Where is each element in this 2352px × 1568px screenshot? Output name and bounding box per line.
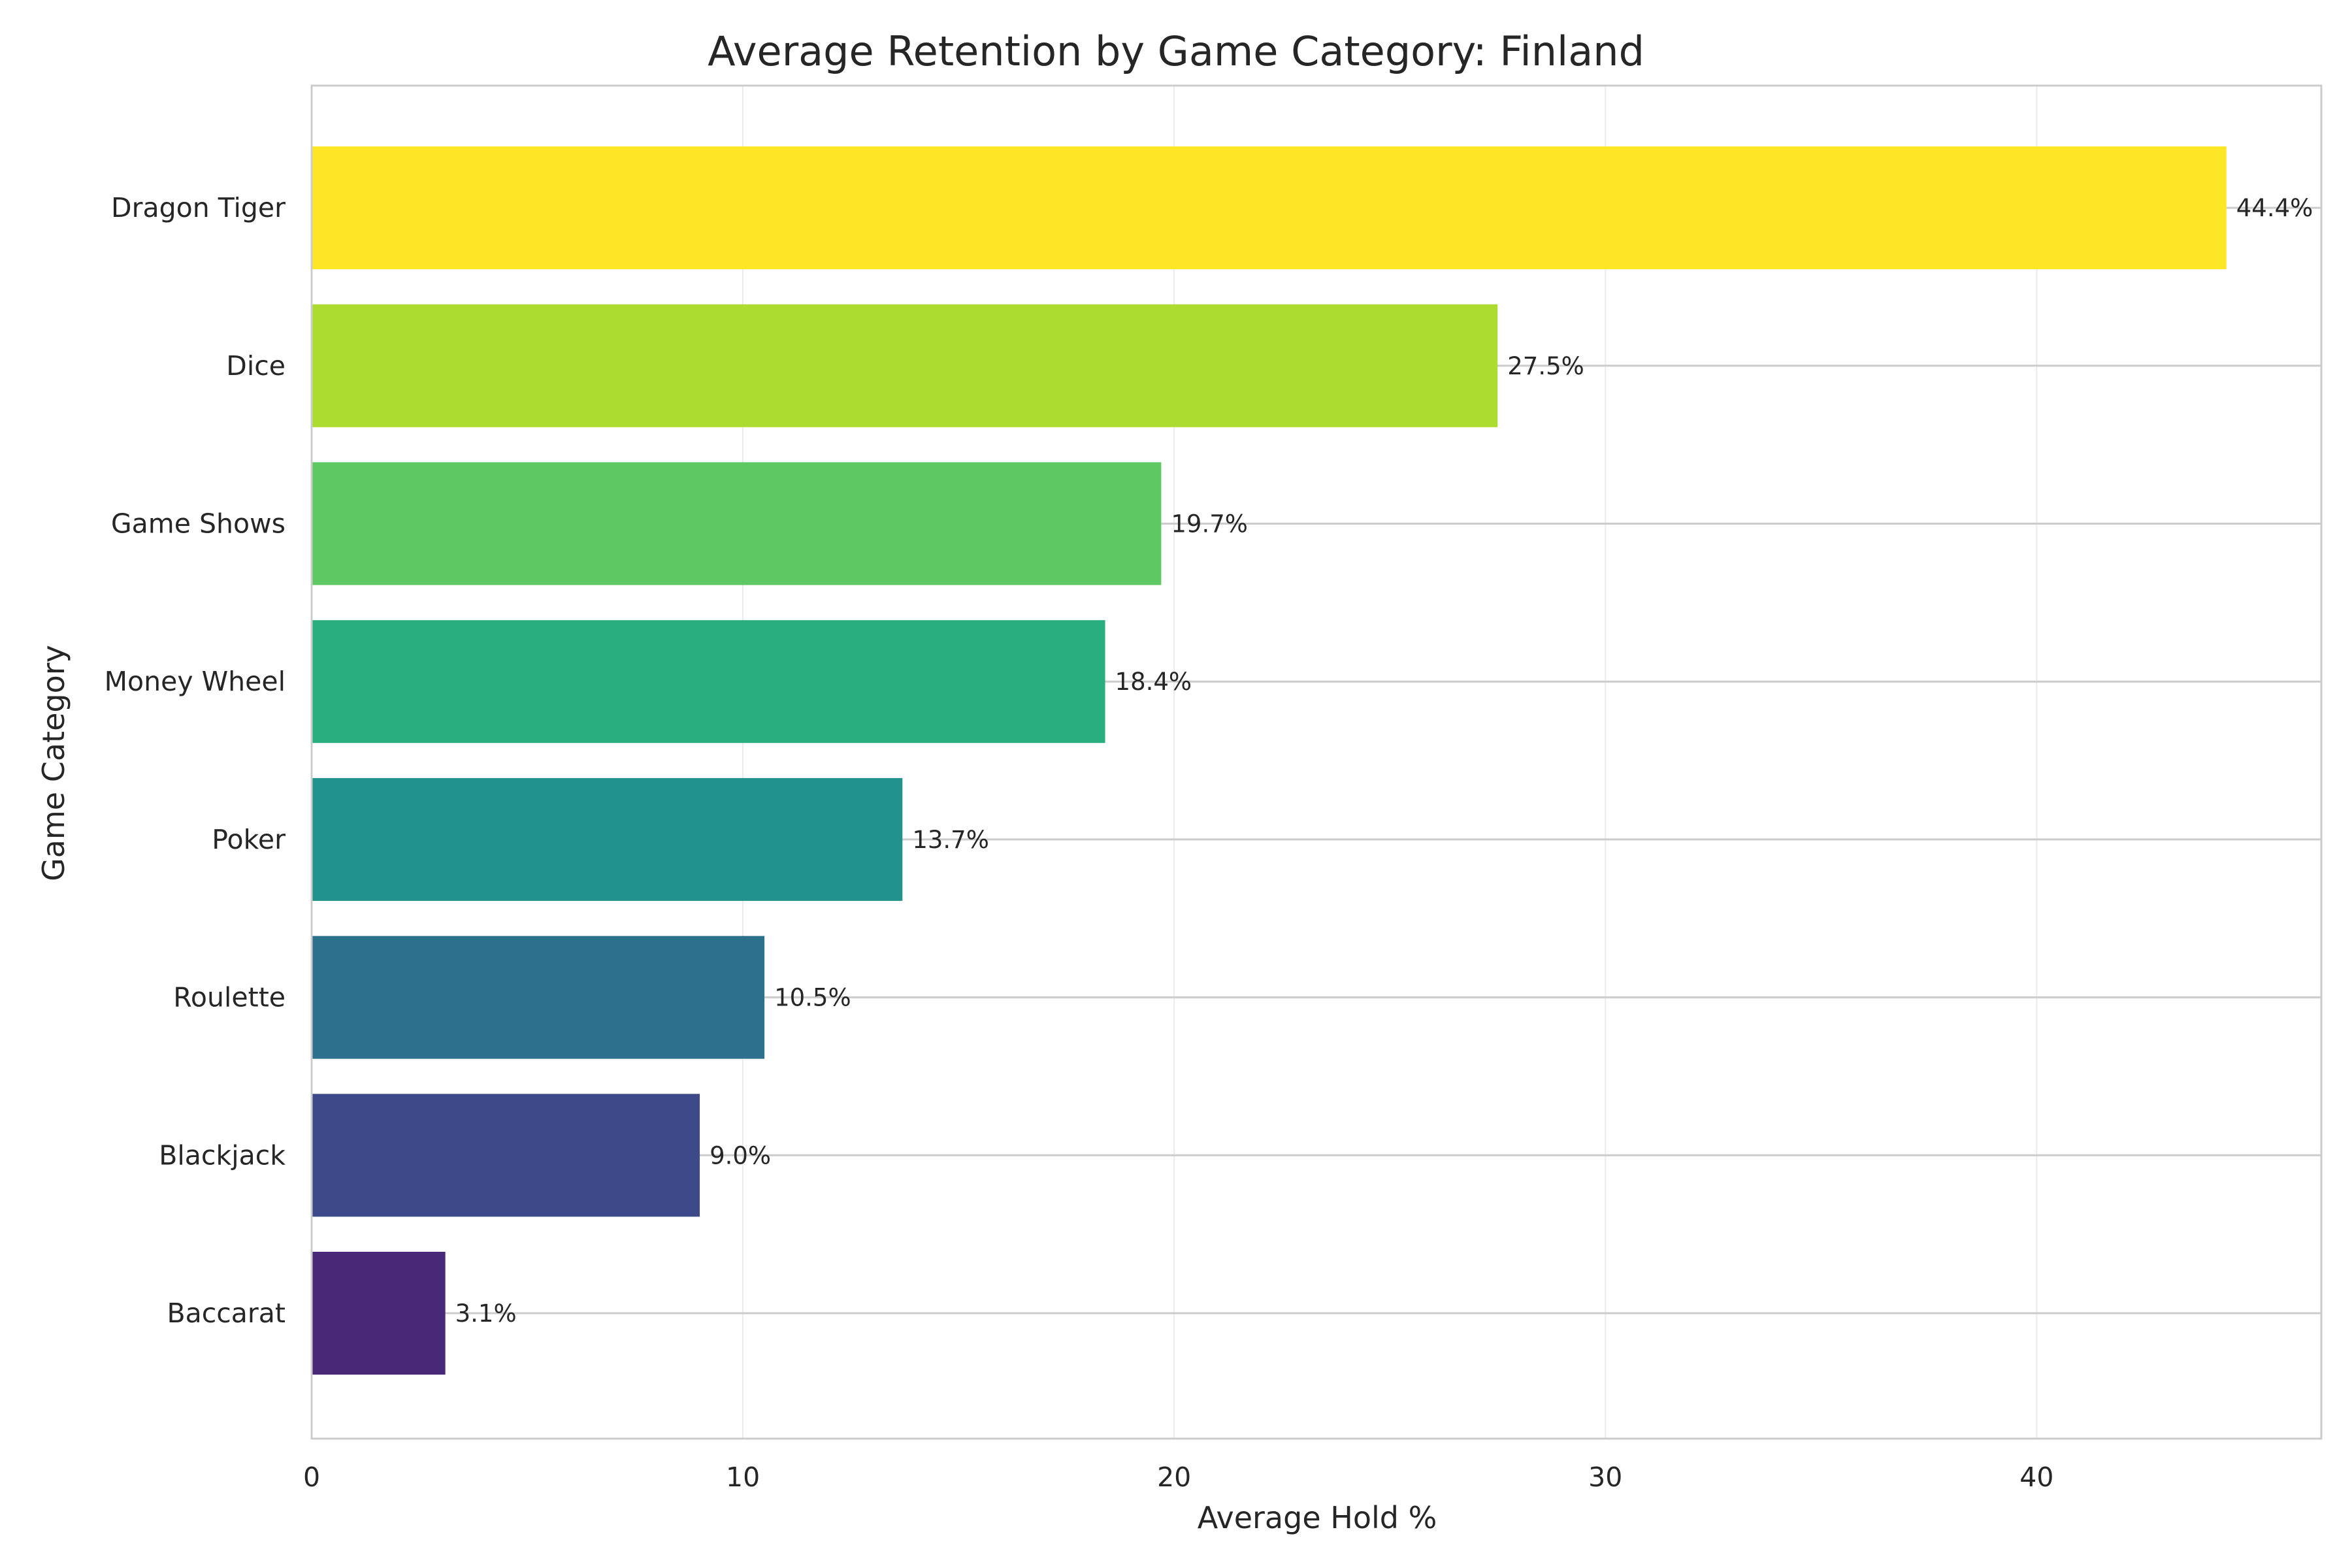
bar-money-wheel xyxy=(312,620,1105,743)
y-tick-labels: Baccarat Blackjack Roulette Poker Money Whee… xyxy=(105,192,286,1329)
x-tick-labels: 0 10 20 30 40 xyxy=(303,1462,2053,1493)
bar-dice xyxy=(312,304,1498,427)
x-tick-label: 0 xyxy=(303,1462,320,1493)
x-axis-label: Average Hold % xyxy=(1198,1500,1437,1535)
bar-value-label: 18.4% xyxy=(1115,668,1192,696)
bar-value-label: 13.7% xyxy=(912,826,989,854)
y-axis-label: Game Category xyxy=(36,645,71,881)
x-tick-label: 40 xyxy=(2019,1462,2053,1493)
plot-frame xyxy=(310,84,2323,1440)
bar-value-label: 44.4% xyxy=(2236,194,2313,222)
y-tick-label: Blackjack xyxy=(159,1139,286,1171)
bar-poker xyxy=(312,777,903,901)
y-tick-label: Game Shows xyxy=(111,508,286,540)
bar-baccarat xyxy=(312,1252,446,1375)
bar-value-label: 27.5% xyxy=(1507,352,1584,380)
x-tick-label: 30 xyxy=(1588,1462,1622,1493)
bar-value-label: 3.1% xyxy=(455,1299,517,1328)
bar-value-label: 10.5% xyxy=(774,984,851,1012)
bar-game-shows xyxy=(312,462,1162,585)
y-tick-label: Poker xyxy=(212,824,286,855)
grid-lines xyxy=(311,86,2321,1439)
bar-value-label: 9.0% xyxy=(710,1141,771,1169)
y-tick-label: Money Wheel xyxy=(105,666,286,697)
y-tick-label: Dice xyxy=(226,350,286,382)
y-tick-label: Baccarat xyxy=(167,1298,286,1329)
x-tick-label: 10 xyxy=(726,1462,760,1493)
bar-blackjack xyxy=(312,1094,700,1217)
bar-dragon-tiger xyxy=(312,146,2227,270)
bar-value-label: 19.7% xyxy=(1171,510,1248,538)
y-tick-label: Dragon Tiger xyxy=(111,192,286,223)
bar-roulette xyxy=(312,936,765,1059)
y-tick-label: Roulette xyxy=(173,982,286,1013)
data-labels: 3.1% 9.0% 10.5% 13.7% 18.4% 19.7% 27.5% 44.4% xyxy=(455,194,2313,1328)
x-tick-label: 20 xyxy=(1157,1462,1191,1493)
chart-title: Average Retention by Game Category: Finl… xyxy=(708,27,1644,75)
bars xyxy=(312,146,2227,1375)
